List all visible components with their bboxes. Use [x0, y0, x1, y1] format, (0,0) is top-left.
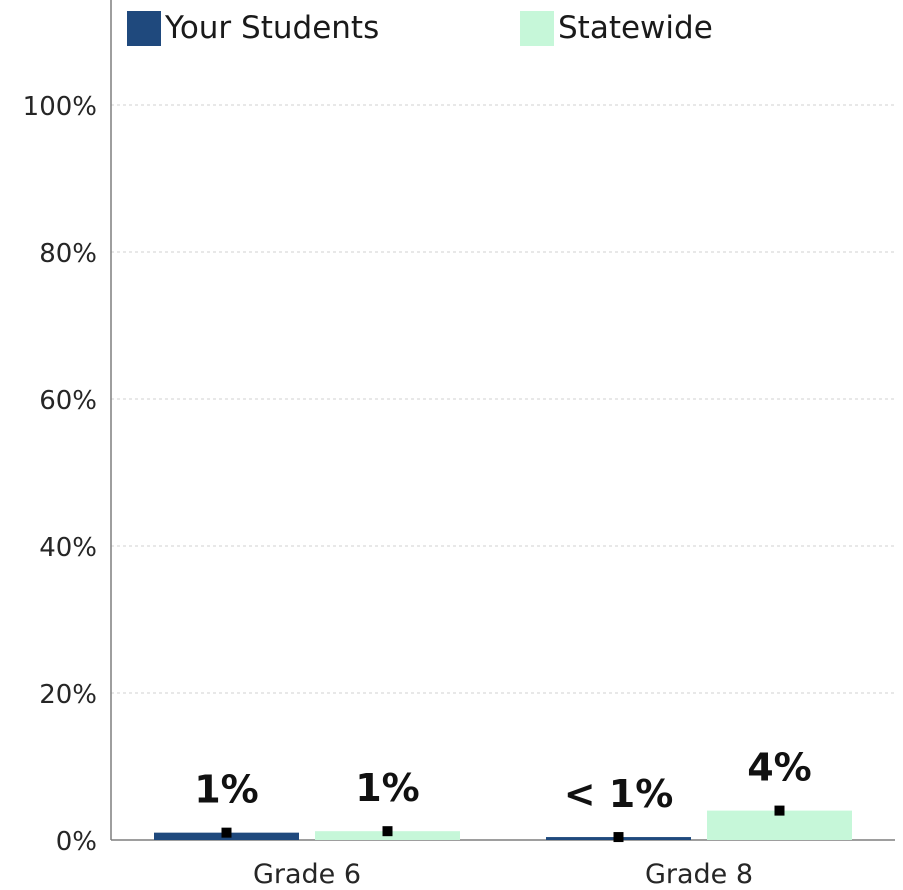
- y-tick-label: 40%: [39, 533, 97, 563]
- marker: [221, 827, 232, 838]
- marker: [382, 826, 393, 837]
- x-tick-label: Grade 8: [645, 859, 753, 890]
- legend-item-statewide: Statewide: [520, 8, 713, 48]
- data-label: 1%: [194, 768, 259, 812]
- data-label: < 1%: [564, 772, 674, 816]
- marker: [774, 805, 785, 816]
- y-tick-label: 60%: [39, 386, 97, 416]
- marker: [613, 832, 624, 843]
- data-label: 1%: [355, 766, 420, 810]
- legend-swatch-statewide: [520, 10, 554, 46]
- legend-item-your-students: Your Students: [127, 8, 379, 48]
- x-tick-label: Grade 6: [253, 859, 361, 890]
- legend-swatch-your-students: [127, 10, 161, 46]
- y-tick-label: 0%: [56, 827, 97, 857]
- y-tick-label: 100%: [23, 92, 97, 122]
- legend-label-your-students: Your Students: [165, 10, 380, 46]
- legend-label-statewide: Statewide: [558, 10, 713, 46]
- y-tick-label: 20%: [39, 680, 97, 710]
- y-tick-label: 80%: [39, 239, 97, 269]
- data-label: 4%: [747, 746, 812, 790]
